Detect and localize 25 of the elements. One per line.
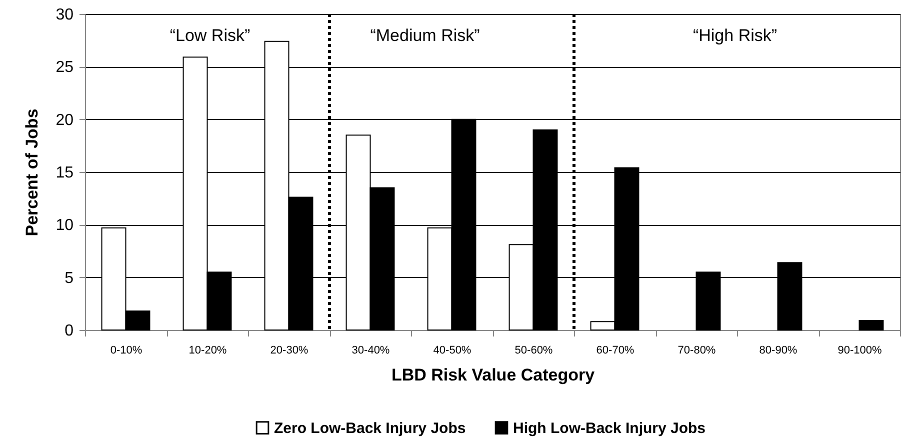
legend-label: High Low-Back Injury Jobs [513,420,706,437]
x-tick-label: 20-30% [270,344,308,356]
x-tick-label: 40-50% [433,344,472,356]
y-tick-label: 15 [56,164,74,182]
x-tick-label: 10-20% [188,344,227,356]
x-tick-label: 50-60% [514,344,553,356]
x-tick-label: 80-90% [759,344,798,356]
y-tick-label: 5 [64,270,74,287]
x-axis-title: LBD Risk Value Category [391,366,596,384]
y-tick-label: 25 [56,59,74,76]
annotation: “Low Risk” [170,26,250,45]
x-tick-label: 0-10% [110,344,142,356]
x-tick-label: 70-80% [678,344,716,356]
bar [858,320,884,330]
y-tick-label: 0 [64,322,74,340]
y-tick-label: 20 [56,112,74,129]
annotation: “High Risk” [692,26,778,45]
y-tick-label: 10 [56,217,74,234]
y-tick-label: 30 [56,6,74,24]
y-axis-title: Percent of Jobs [22,108,42,236]
x-tick-label: 30-40% [352,344,390,356]
annotation: “Medium Risk” [370,26,480,45]
x-tick-label: 90-100% [838,344,882,356]
x-tick-label: 60-70% [596,344,634,356]
legend-label: Zero Low-Back Injury Jobs [274,420,466,437]
